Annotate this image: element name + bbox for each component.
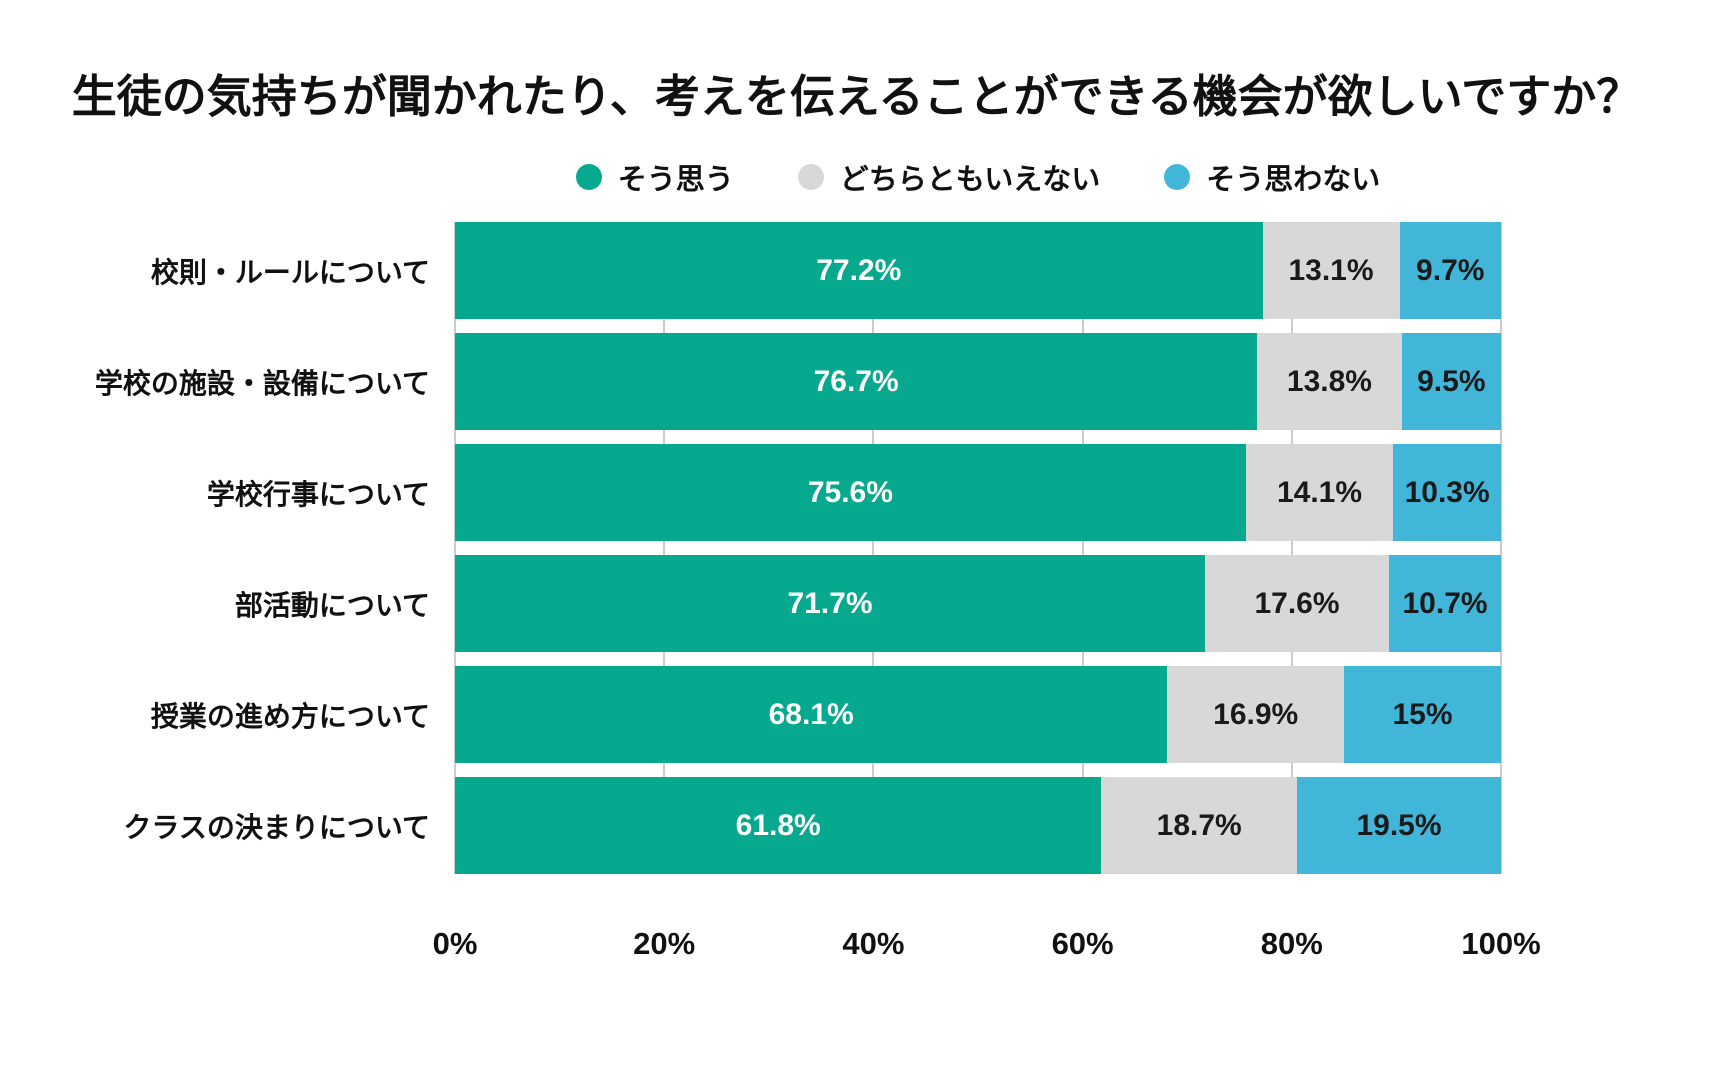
x-axis-tick-label: 20% [633, 926, 696, 961]
bar-segment-1: 77.2% [455, 222, 1263, 319]
bar-segment-1: 71.7% [455, 555, 1205, 652]
category-label: クラスの決まりについて [123, 811, 430, 843]
bar-row: 75.6% 14.1% 10.3% [455, 444, 1501, 541]
bar-segment-3: 9.7% [1399, 222, 1501, 319]
bar-segment-2: 13.1% [1262, 222, 1400, 319]
category-label: 校則・ルールについて [150, 256, 430, 288]
legend-item-label: どちらともいえない [839, 164, 1101, 196]
bar-row: 71.7% 17.6% 10.7% [455, 555, 1501, 652]
bar-row: 77.2% 13.1% 9.7% [455, 222, 1501, 319]
bar-segment-1: 76.7% [455, 333, 1258, 430]
category-label: 学校の施設・設備について [94, 367, 430, 399]
x-axis-tick-label: 40% [842, 926, 905, 961]
bar-segment-1: 75.6% [455, 444, 1246, 541]
x-axis-tick-label: 60% [1051, 926, 1114, 961]
bar-segment-2: 16.9% [1167, 666, 1345, 763]
bar-segment-2: 17.6% [1204, 555, 1390, 652]
category-label: 部活動について [234, 589, 430, 621]
legend-item-3: そう思わない [1164, 156, 1380, 198]
bar-segment-1: 68.1% [455, 666, 1168, 763]
legend-dot-icon [575, 164, 602, 190]
bar-segment-3: 15% [1344, 666, 1501, 763]
x-axis-tick-label: 100% [1461, 926, 1541, 961]
bar-segment-2: 18.7% [1101, 777, 1298, 874]
bar-segment-3: 19.5% [1297, 777, 1501, 874]
chart-title: 生徒の気持ちが聞かれたり、考えを伝えることができる機会が欲しいですか？ [71, 71, 1642, 122]
bar-segment-2: 14.1% [1245, 444, 1394, 541]
category-label: 授業の進め方について [150, 700, 430, 732]
gridlines [454, 222, 1502, 874]
category-label: 学校行事について [206, 478, 430, 510]
gridline [1290, 222, 1293, 874]
bar-segment-3: 10.3% [1393, 444, 1501, 541]
legend-item-1: そう思う [575, 156, 734, 198]
plot-area: 77.2% 13.1% 9.7% 76.7% 13.8% 9.5% 75.6% 14.1% 10… [454, 222, 1502, 874]
legend-item-2: どちらともいえない [797, 156, 1101, 198]
legend: そう思う どちらともいえない そう思わない [455, 156, 1501, 198]
bar-segment-1: 61.8% [455, 777, 1102, 874]
gridline [1500, 222, 1502, 874]
bar-rows: 77.2% 13.1% 9.7% 76.7% 13.8% 9.5% 75.6% 14.1% 10… [455, 222, 1501, 874]
legend-item-label: そう思う [617, 164, 734, 196]
legend-dot-icon [1164, 164, 1191, 190]
bar-segment-3: 10.7% [1389, 555, 1501, 652]
gridline [872, 222, 875, 874]
gridline [1081, 222, 1084, 874]
bar-row: 61.8% 18.7% 19.5% [455, 777, 1501, 874]
bar-row: 76.7% 13.8% 9.5% [455, 333, 1501, 430]
legend-dot-icon [797, 164, 824, 190]
gridline [454, 222, 456, 874]
x-axis-tick-label: 80% [1260, 926, 1323, 961]
bar-row: 68.1% 16.9% 15% [455, 666, 1501, 763]
x-axis: 0% 20% 40% 60% 80% 100% [433, 926, 1541, 976]
x-axis-tick-label: 0% [432, 926, 478, 961]
gridline [663, 222, 666, 874]
category-labels: 校則・ルールについて学校の施設・設備について学校行事について部活動について授業の… [0, 222, 430, 874]
bar-segment-2: 13.8% [1257, 333, 1402, 430]
bar-segment-3: 9.5% [1401, 333, 1501, 430]
legend-item-label: そう思わない [1206, 164, 1381, 196]
